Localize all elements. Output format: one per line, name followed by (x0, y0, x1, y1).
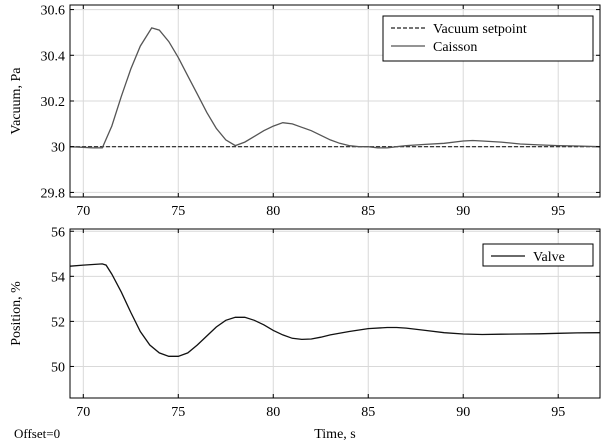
y-tick-label: 30.4 (41, 49, 66, 64)
series-line-valve (69, 263, 601, 357)
legend-entry-label: Caisson (433, 40, 477, 55)
x-tick-label: 90 (456, 405, 470, 420)
x-tick-label: 80 (266, 204, 280, 219)
x-tick-label: 75 (171, 204, 185, 219)
valve-position-chart: 70 75 80 85 90 95 50 52 54 56 Position, % Time, s Va… (9, 225, 601, 442)
y-axis-label: Vacuum, Pa (9, 67, 24, 135)
legend: Vacuum setpoint Caisson (382, 15, 594, 62)
y-tick-label: 29.8 (41, 186, 66, 201)
y-tick-label: 54 (51, 270, 65, 285)
offset-label: Offset=0 (14, 426, 60, 441)
legend-entry-label: Vacuum setpoint (433, 22, 527, 37)
x-tick-label: 70 (76, 405, 90, 420)
y-tick-label: 30 (51, 141, 65, 156)
x-tick-label: 95 (551, 204, 565, 219)
x-tick-label: 90 (456, 204, 470, 219)
legend: Valve (482, 243, 594, 267)
y-tick-label: 50 (51, 360, 65, 375)
y-tick-label: 30.2 (41, 95, 66, 110)
x-tick-label: 85 (361, 204, 375, 219)
legend-entry-label: Valve (533, 250, 565, 265)
y-tick-label: 52 (51, 315, 65, 330)
vacuum-chart: 70 75 80 85 90 95 29.8 30 30.2 30.4 30.6 Vacuum, Pa… (9, 4, 601, 219)
y-tick-label: 56 (51, 225, 65, 240)
series-line-caisson (69, 27, 601, 149)
x-tick-label: 95 (551, 405, 565, 420)
axes-frame (69, 228, 601, 399)
x-axis-label: Time, s (314, 427, 356, 442)
legend-box (382, 15, 594, 62)
y-tick-label: 30.6 (41, 4, 66, 19)
x-tick-label: 70 (76, 204, 90, 219)
legend-box (482, 243, 594, 267)
y-axis-label: Position, % (9, 281, 24, 346)
x-tick-label: 80 (266, 405, 280, 420)
x-tick-label: 75 (171, 405, 185, 420)
x-tick-label: 85 (361, 405, 375, 420)
